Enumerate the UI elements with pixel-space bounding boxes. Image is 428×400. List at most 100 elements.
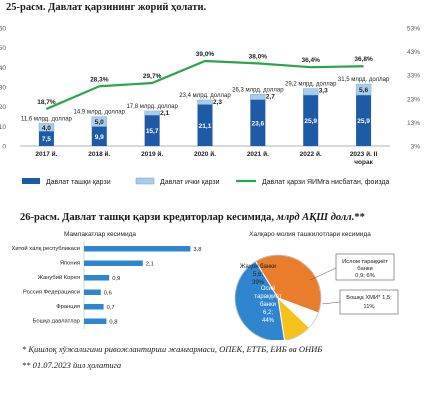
legend-label-ratio: Давлат қарзи ЯИМга нисбатан, фоизда	[262, 178, 389, 186]
country-bar	[84, 260, 143, 266]
countries-subtitle: Мамлакатлар кесимида	[64, 231, 136, 238]
bar-external-debt	[197, 104, 213, 146]
y-left-tick-label: 30	[0, 85, 6, 92]
chart-legend: Давлат ташқи қарзи Давлат ички қарзи Давла…	[22, 177, 389, 186]
countries-bar-chart: Хитой халқ республикаси 3,8 Япония 2,1 Жануб…	[11, 242, 201, 329]
footnote-1: * Қишлоқ хўжалигини ривожлантириш жамғар…	[22, 344, 323, 354]
y-right-tick-label: 13%	[407, 120, 420, 127]
bar-internal-label: 2,7	[266, 93, 275, 100]
bar-external-label: 9,9	[95, 134, 104, 141]
isdb-callout-box	[335, 253, 395, 281]
country-label: Жанубий Корея	[38, 274, 80, 281]
y-right-tick-label: 23%	[407, 96, 420, 103]
y-right-tick-label: 53%	[407, 26, 420, 33]
pie-labels: Жаҳон банки 5,6; 39% Ислом тараққиёт бан…	[240, 253, 399, 324]
total-debt-label: 31,5 млрд. доллар	[338, 77, 390, 83]
bar-external-debt	[91, 126, 107, 146]
bar-internal-debt	[144, 110, 160, 116]
total-debt-label: 23,4 млрд. доллар	[179, 93, 231, 99]
ifi-pie-chart	[234, 254, 322, 340]
country-bar-value: 3,8	[193, 247, 201, 253]
pie-outline	[234, 254, 322, 340]
y-left-tick-label: 0	[2, 144, 6, 151]
y-right-tick-label: 33%	[407, 73, 420, 80]
country-bar-value: 0,6	[104, 290, 112, 296]
total-debt-label: 26,3 млрд. доллар	[232, 87, 284, 93]
bar-internal-debt	[250, 94, 266, 100]
country-bar-value: 0,8	[109, 319, 117, 325]
pie-label-adb-3: банки	[260, 302, 276, 308]
ifi-subtitle: Халқаро молия ташкилотлари кесимида	[249, 231, 371, 238]
bar-external-label: 15,7	[146, 128, 159, 135]
ratio-point-label: 28,3%	[90, 76, 109, 83]
y-left-tick-label: 60	[0, 26, 6, 33]
isdb-callout-line	[309, 267, 337, 281]
other-ifi-callout-box	[339, 289, 399, 315]
x-tick-label: 2019 й.	[141, 150, 163, 158]
x-tick-label: 2020 й.	[194, 150, 216, 158]
x-tick-label: 2021 й.	[247, 150, 269, 158]
pie-label-adb-1: Осиё	[261, 286, 276, 292]
creditors-charts: Мамлакатлар кесимида Халқаро молия ташки…	[11, 231, 399, 340]
y-right-tick-label: 3%	[411, 144, 421, 151]
bar-internal-debt	[38, 123, 55, 132]
y-left-tick-label: 50	[0, 45, 6, 52]
ratio-point-label: 39,0%	[196, 51, 215, 58]
x-tick-label: 2022 й.	[300, 150, 322, 158]
bar-internal-label: 2,3	[213, 99, 222, 106]
country-bar	[84, 318, 107, 324]
ratio-point-label: 38,0%	[249, 53, 268, 60]
bar-internal-debt	[303, 88, 319, 96]
bar-internal-debt	[355, 83, 372, 96]
bar-external-debt	[144, 115, 160, 146]
bar-external-label: 7,5	[42, 136, 51, 143]
total-debt-label: 29,2 млрд. доллар	[285, 82, 337, 88]
country-bar	[84, 304, 104, 310]
pie-label-world-bank-pct: 39%	[252, 280, 265, 286]
bar-internal-debt	[197, 99, 213, 105]
ratio-point-label: 36,8%	[354, 56, 373, 63]
total-debt-label: 11,6 млрд. доллар	[21, 116, 73, 122]
y-right-tick-label: 43%	[407, 49, 420, 56]
country-bar-value: 0,7	[107, 305, 115, 311]
bar-internal-label: 5,0	[95, 119, 104, 126]
y-left-tick-label: 10	[0, 124, 6, 131]
chart-gridlines: 60 50 40 30 20 10 0 53% 43% 33% 23% 13% 3%	[0, 26, 420, 151]
bar-internal-debt	[91, 116, 107, 127]
bar-internal-label: 4,0	[42, 125, 51, 132]
bar-external-label: 21,1	[199, 123, 212, 130]
country-bar	[84, 246, 191, 252]
pie-label-other-ifi: Бошқа ХМИ* 1,5;	[346, 295, 392, 301]
pie-label-adb-2: тараққиёт	[254, 294, 282, 300]
total-debt-label: 14,9 млрд. доллар	[74, 110, 126, 116]
country-bar	[84, 275, 110, 281]
figure-25-title: 25-расм. Давлат қарзининг жорий ҳолати.	[6, 2, 207, 13]
pie-label-world-bank: Жаҳон банки	[240, 264, 276, 270]
total-debt-label: 17,8 млрд. доллар	[126, 104, 178, 110]
bar-external-label: 25,9	[357, 118, 370, 125]
country-label: Россия Федерацияси	[23, 290, 80, 296]
debt-combo-chart: 60 50 40 30 20 10 0 53% 43% 33% 23% 13% 3% 7,5 4,0 9,9…	[0, 26, 420, 187]
figure-26-title: 26-расм. Давлат ташқи қарзи кредиторлар …	[20, 212, 365, 223]
country-bar	[84, 289, 101, 295]
ratio-point-label: 29,7%	[143, 73, 162, 80]
country-bar-value: 2,1	[146, 261, 154, 267]
pie-label-isdb-value: 0,9; 6%	[355, 273, 375, 279]
bar-external-debt	[250, 99, 266, 146]
legend-swatch-internal	[135, 177, 155, 185]
figure-26-title-text: 26-расм. Давлат ташқи қарзи кредиторлар …	[20, 212, 274, 223]
footnote-2: ** 01.07.2023 йил ҳолатига	[22, 360, 122, 370]
bar-internal-label: 2,1	[160, 110, 169, 117]
bar-external-debt	[38, 131, 54, 146]
figure-26-title-unit: млрд АҚШ долл.	[276, 212, 355, 223]
pie-label-isdb-1: Ислом тараққиёт	[342, 259, 388, 265]
country-label: Хитой халқ республикаси	[11, 245, 80, 252]
pie-label-world-bank-value: 5,6;	[253, 272, 263, 278]
bar-internal-label: 5,6	[359, 87, 368, 94]
country-label: Франция	[56, 304, 80, 310]
ratio-point-label: 18,7%	[37, 99, 56, 106]
bar-external-label: 25,9	[304, 118, 317, 125]
other-ifi-callout-line	[321, 301, 341, 305]
pie-label-isdb-2: банки	[357, 266, 372, 272]
bar-external-label: 23,6	[252, 120, 265, 127]
